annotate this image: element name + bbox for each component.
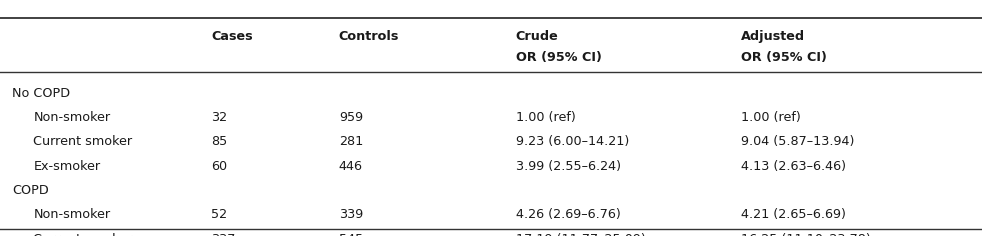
Text: No COPD: No COPD [12, 87, 70, 100]
Text: Adjusted: Adjusted [741, 30, 805, 43]
Text: 17.19 (11.77–25.09): 17.19 (11.77–25.09) [516, 232, 645, 236]
Text: Current smoker: Current smoker [33, 232, 133, 236]
Text: Current smoker: Current smoker [33, 135, 133, 148]
Text: 52: 52 [211, 208, 227, 221]
Text: 281: 281 [339, 135, 363, 148]
Text: 3.99 (2.55–6.24): 3.99 (2.55–6.24) [516, 160, 621, 173]
Text: 4.26 (2.69–6.76): 4.26 (2.69–6.76) [516, 208, 621, 221]
Text: 85: 85 [211, 135, 228, 148]
Text: 32: 32 [211, 111, 227, 124]
Text: OR (95% CI): OR (95% CI) [741, 51, 827, 64]
Text: OR (95% CI): OR (95% CI) [516, 51, 601, 64]
Text: 545: 545 [339, 232, 363, 236]
Text: Non-smoker: Non-smoker [33, 111, 111, 124]
Text: 446: 446 [339, 160, 362, 173]
Text: Crude: Crude [516, 30, 559, 43]
Text: 337: 337 [211, 232, 236, 236]
Text: 9.04 (5.87–13.94): 9.04 (5.87–13.94) [741, 135, 854, 148]
Text: Controls: Controls [339, 30, 399, 43]
Text: Non-smoker: Non-smoker [33, 208, 111, 221]
Text: 959: 959 [339, 111, 363, 124]
Text: 4.13 (2.63–6.46): 4.13 (2.63–6.46) [741, 160, 846, 173]
Text: 1.00 (ref): 1.00 (ref) [741, 111, 801, 124]
Text: 339: 339 [339, 208, 363, 221]
Text: 1.00 (ref): 1.00 (ref) [516, 111, 575, 124]
Text: Ex-smoker: Ex-smoker [33, 160, 100, 173]
Text: COPD: COPD [12, 184, 48, 197]
Text: 4.21 (2.65–6.69): 4.21 (2.65–6.69) [741, 208, 846, 221]
Text: 9.23 (6.00–14.21): 9.23 (6.00–14.21) [516, 135, 628, 148]
Text: 16.25 (11.10–23.78): 16.25 (11.10–23.78) [741, 232, 871, 236]
Text: Cases: Cases [211, 30, 252, 43]
Text: 60: 60 [211, 160, 227, 173]
